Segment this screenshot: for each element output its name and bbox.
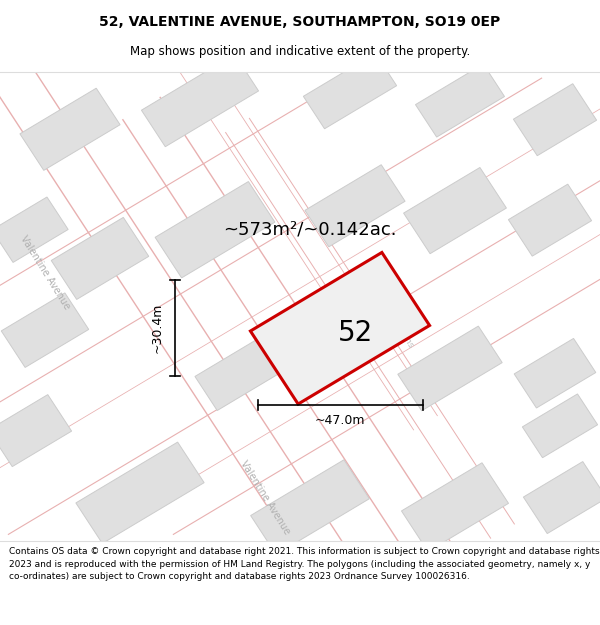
Text: ~573m²/~0.142ac.: ~573m²/~0.142ac. [223,221,397,239]
Text: Map shows position and indicative extent of the property.: Map shows position and indicative extent… [130,45,470,58]
Polygon shape [304,53,397,129]
Polygon shape [305,165,405,247]
Polygon shape [51,217,149,299]
Polygon shape [415,64,505,137]
Polygon shape [0,394,71,467]
Polygon shape [514,84,596,156]
Text: 52, VALENTINE AVENUE, SOUTHAMPTON, SO19 0EP: 52, VALENTINE AVENUE, SOUTHAMPTON, SO19 … [100,14,500,29]
Polygon shape [250,253,430,404]
Polygon shape [20,88,120,171]
Text: ~30.4m: ~30.4m [151,303,163,354]
Polygon shape [155,181,275,278]
Polygon shape [195,336,285,411]
Polygon shape [523,462,600,534]
Polygon shape [508,184,592,256]
Polygon shape [404,168,506,254]
Polygon shape [514,338,596,408]
Polygon shape [401,462,509,551]
Text: 52: 52 [337,319,373,347]
Text: Valentine Avenue: Valentine Avenue [18,234,72,311]
Polygon shape [523,394,598,458]
Polygon shape [251,460,370,554]
Text: Valentine Avenue: Valentine Avenue [238,459,292,536]
Polygon shape [1,293,89,368]
Polygon shape [398,326,502,411]
Text: ~47.0m: ~47.0m [315,414,365,427]
Text: Grainger Gardens: Grainger Gardens [365,276,415,349]
Text: Contains OS data © Crown copyright and database right 2021. This information is : Contains OS data © Crown copyright and d… [9,548,599,581]
Polygon shape [0,197,68,262]
Polygon shape [76,442,204,544]
Polygon shape [142,54,259,147]
